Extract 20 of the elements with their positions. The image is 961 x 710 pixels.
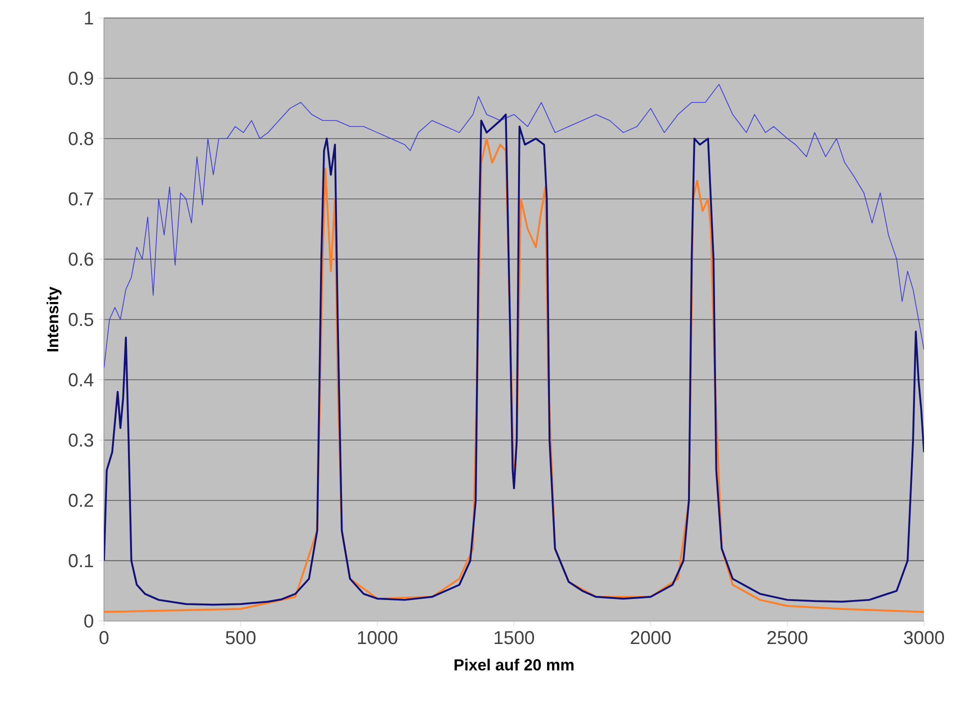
x-tick-label: 2000 [630,631,671,644]
x-tick-label: 1000 [358,631,398,644]
x-tick-label: 0 [100,631,108,644]
y-tick-label: 0.8 [68,132,94,146]
x-tick-label: 2500 [768,631,808,644]
y-tick-label: 0.5 [68,312,94,326]
y-tick-label: 1 [85,12,94,24]
x-tick-label: 500 [226,631,256,644]
y-tick-label: 0.9 [68,72,94,85]
y-tick-label: 0.7 [68,192,94,206]
y-tick-label: 0.4 [68,373,94,386]
y-tick-label: 0.6 [68,252,94,266]
y-tick-label: 0.1 [68,554,94,568]
x-axis-title: Pixel auf 20 mm [454,658,574,670]
y-axis-title: Intensity [46,286,62,352]
y-tick-label: 0.3 [68,433,94,447]
x-tick-label: 3000 [904,631,944,644]
x-tick-label: 1500 [494,631,534,644]
y-tick-label: 0.2 [68,494,94,507]
y-tick-label: 0 [84,614,94,628]
